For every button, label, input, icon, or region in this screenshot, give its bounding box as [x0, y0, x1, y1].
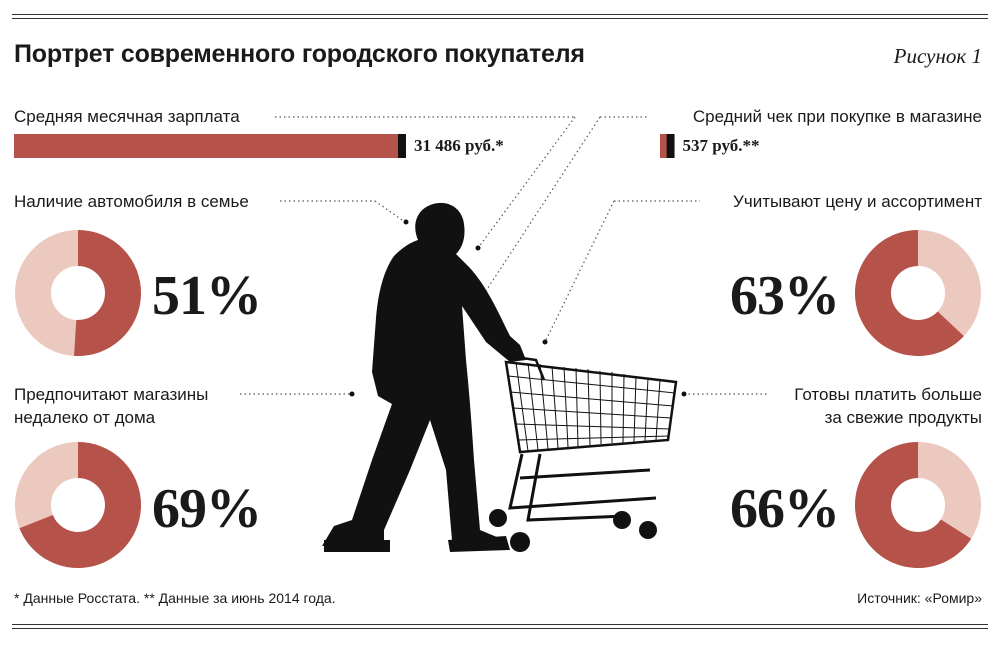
leader-dot-salary — [475, 245, 481, 251]
value-salary: 31 486 руб.* — [414, 136, 504, 155]
shopper-silhouette-icon — [322, 202, 526, 552]
bar-salary — [14, 134, 398, 158]
value-price: 63% — [730, 265, 840, 327]
donut-near — [15, 442, 142, 568]
label-price: Учитывают цену и ассортимент — [733, 192, 982, 211]
label-near-line-2: недалеко от дома — [14, 408, 156, 427]
value-car: 51% — [152, 265, 262, 327]
value-fresh: 66% — [730, 478, 840, 540]
label-check: Средний чек при покупке в магазине — [692, 107, 982, 126]
label-fresh: Готовы платить больше за свежие продукты — [794, 383, 982, 429]
figure-label: Рисунок 1 — [893, 44, 982, 68]
bottom-rule-1 — [12, 624, 988, 625]
leader-price-diag — [544, 200, 615, 343]
leader-car-diag — [374, 200, 406, 223]
label-salary: Средняя месячная зарплата — [14, 107, 240, 126]
footnote: * Данные Росстата. ** Данные за июнь 201… — [14, 590, 336, 606]
value-near: 69% — [152, 478, 262, 540]
leader-dot-fresh — [681, 391, 687, 397]
donut-price-share — [855, 230, 964, 356]
donut-car-share — [74, 230, 142, 356]
donut-near-share — [19, 442, 142, 568]
label-near-line-1: Предпочитают магазины — [14, 385, 209, 404]
label-car: Наличие автомобиля в семье — [14, 192, 249, 211]
bottom-rule-2 — [12, 628, 988, 629]
donut-fresh-share — [855, 442, 972, 568]
label-fresh-line-1: Готовы платить больше — [794, 385, 982, 404]
bar-salary-cap — [398, 134, 406, 158]
label-near: Предпочитают магазины недалеко от дома — [14, 383, 208, 429]
leader-dot-near — [349, 391, 355, 397]
value-check: 537 руб.** — [682, 136, 760, 155]
top-rule-1 — [12, 14, 988, 15]
leader-salary-diag — [477, 116, 576, 249]
leader-dot-price — [542, 339, 548, 345]
page-title: Портрет современного городского покупате… — [14, 40, 585, 68]
donut-price — [855, 230, 981, 356]
donut-car — [15, 230, 142, 356]
top-rule-2 — [12, 18, 988, 19]
shopping-cart-icon — [489, 354, 678, 552]
bar-check-cap — [666, 134, 675, 158]
leader-dot-car — [403, 219, 409, 225]
label-fresh-line-2: за свежие продукты — [824, 408, 982, 427]
leader-check-diag — [479, 116, 601, 301]
source: Источник: «Ромир» — [857, 590, 982, 606]
bar-check — [660, 134, 667, 158]
donut-fresh — [855, 442, 981, 568]
